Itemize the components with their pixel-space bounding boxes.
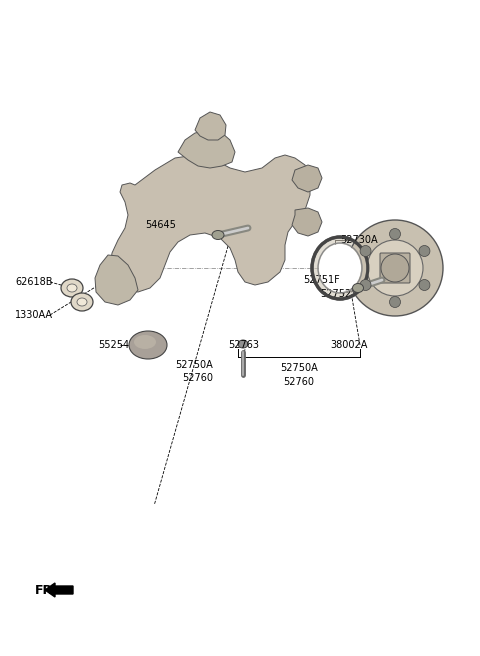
Text: 38002A: 38002A: [330, 340, 367, 350]
Circle shape: [389, 228, 400, 239]
Text: 52750A: 52750A: [280, 363, 318, 373]
Ellipse shape: [129, 331, 167, 359]
Circle shape: [381, 254, 409, 282]
Circle shape: [367, 240, 423, 296]
Ellipse shape: [312, 237, 368, 299]
Circle shape: [360, 279, 371, 291]
Polygon shape: [110, 155, 310, 292]
Ellipse shape: [352, 283, 363, 293]
Ellipse shape: [212, 230, 224, 239]
FancyBboxPatch shape: [331, 251, 385, 285]
Polygon shape: [292, 208, 322, 236]
Circle shape: [360, 245, 371, 256]
Circle shape: [389, 297, 400, 308]
Circle shape: [419, 279, 430, 291]
Ellipse shape: [77, 298, 87, 306]
Text: FR.: FR.: [35, 583, 58, 596]
Polygon shape: [195, 112, 226, 140]
Text: 52752: 52752: [320, 289, 351, 299]
Text: 52751F: 52751F: [303, 275, 340, 285]
FancyArrow shape: [45, 583, 73, 597]
Circle shape: [347, 220, 443, 316]
Text: 52760: 52760: [284, 377, 314, 387]
Ellipse shape: [71, 293, 93, 311]
Text: 54645: 54645: [145, 220, 176, 230]
Text: 52760: 52760: [182, 373, 213, 383]
Text: 52730A: 52730A: [340, 235, 378, 245]
Polygon shape: [95, 255, 138, 305]
Text: 55254: 55254: [98, 340, 129, 350]
Text: 52763: 52763: [228, 340, 259, 350]
Ellipse shape: [67, 284, 77, 292]
Text: 52750A: 52750A: [175, 360, 213, 370]
Ellipse shape: [134, 335, 156, 349]
Text: 62618B: 62618B: [15, 277, 52, 287]
Text: 1330AA: 1330AA: [15, 310, 53, 320]
Polygon shape: [178, 130, 235, 168]
Circle shape: [419, 245, 430, 256]
FancyBboxPatch shape: [380, 253, 410, 283]
Polygon shape: [292, 165, 322, 192]
Ellipse shape: [61, 279, 83, 297]
Ellipse shape: [238, 340, 248, 348]
Ellipse shape: [319, 244, 361, 292]
